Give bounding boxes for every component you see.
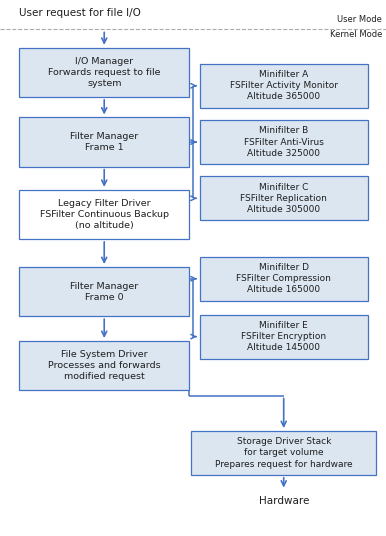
- Text: Kernel Mode: Kernel Mode: [330, 31, 382, 39]
- Text: Legacy Filter Driver
FSFilter Continuous Backup
(no altitude): Legacy Filter Driver FSFilter Continuous…: [40, 199, 169, 230]
- FancyBboxPatch shape: [200, 64, 367, 108]
- FancyBboxPatch shape: [19, 267, 189, 316]
- Text: Minifilter D
FSFilter Compression
Altitude 165000: Minifilter D FSFilter Compression Altitu…: [236, 263, 331, 294]
- FancyBboxPatch shape: [19, 190, 189, 239]
- Text: Filter Manager
Frame 0: Filter Manager Frame 0: [70, 281, 138, 302]
- Text: User Mode: User Mode: [337, 16, 382, 24]
- Text: Storage Driver Stack
for target volume
Prepares request for hardware: Storage Driver Stack for target volume P…: [215, 437, 352, 468]
- FancyBboxPatch shape: [200, 120, 367, 164]
- FancyBboxPatch shape: [200, 176, 367, 220]
- FancyBboxPatch shape: [200, 257, 367, 301]
- Text: Minifilter E
FSFilter Encryption
Altitude 145000: Minifilter E FSFilter Encryption Altitud…: [241, 321, 326, 352]
- Text: I/O Manager
Forwards request to file
system: I/O Manager Forwards request to file sys…: [48, 57, 161, 88]
- Text: Minifilter C
FSFilter Replication
Altitude 305000: Minifilter C FSFilter Replication Altitu…: [240, 183, 327, 214]
- Text: Filter Manager
Frame 1: Filter Manager Frame 1: [70, 132, 138, 152]
- Text: User request for file I/O: User request for file I/O: [19, 8, 141, 18]
- Text: Hardware: Hardware: [259, 496, 309, 506]
- FancyBboxPatch shape: [191, 431, 376, 475]
- FancyBboxPatch shape: [19, 341, 189, 390]
- Text: Minifilter A
FSFilter Activity Monitor
Altitude 365000: Minifilter A FSFilter Activity Monitor A…: [230, 70, 338, 101]
- Text: Minifilter B
FSFilter Anti-Virus
Altitude 325000: Minifilter B FSFilter Anti-Virus Altitud…: [244, 126, 323, 158]
- Text: File System Driver
Processes and forwards
modified request: File System Driver Processes and forward…: [48, 350, 161, 381]
- FancyBboxPatch shape: [200, 315, 367, 359]
- FancyBboxPatch shape: [19, 48, 189, 97]
- FancyBboxPatch shape: [19, 117, 189, 167]
